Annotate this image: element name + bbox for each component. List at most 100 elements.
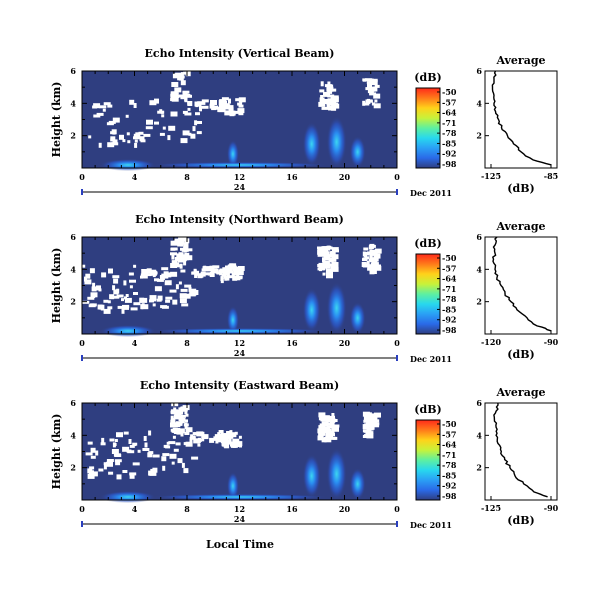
colorbar-tick-label: -98 — [442, 325, 457, 335]
y-tick-label: 6 — [70, 232, 76, 242]
colorbar-tick-label: -85 — [442, 304, 456, 314]
panel-title: Echo Intensity (Northward Beam) — [135, 213, 344, 226]
profile-y-tick-label: 4 — [476, 264, 482, 274]
y-axis-label: Height (km) — [50, 414, 63, 490]
profile-y-tick-label: 6 — [476, 66, 482, 76]
x-tick-label: 8 — [184, 172, 190, 182]
profile-x-label: (dB) — [507, 348, 534, 361]
x-tick-label: 4 — [132, 504, 138, 514]
profile-x-tick-label: -85 — [544, 171, 558, 181]
x-tick-label: 12 — [234, 172, 245, 182]
colorbar-tick-label: -98 — [442, 491, 457, 501]
profile-panel: Average 6 4 2 -125 -90 (dB) — [476, 386, 558, 527]
colorbar-tick-label: -92 — [442, 149, 456, 159]
profile-y-tick-label: 2 — [476, 463, 482, 473]
colorbar-tick-label: -64 — [442, 108, 457, 118]
x-tick-label: 16 — [286, 172, 298, 182]
colorbar-tick-label: -50 — [442, 253, 457, 263]
profile-y-tick-label: 6 — [476, 232, 482, 242]
x-tick-label: 0 — [79, 172, 85, 182]
colorbar — [415, 419, 441, 501]
profile-title: Average — [495, 220, 545, 233]
x-tick-label: 8 — [184, 504, 190, 514]
day-label: 24 — [234, 182, 246, 192]
profile-title: Average — [495, 54, 545, 67]
x-tick-label: 12 — [234, 338, 245, 348]
profile-y-tick-label: 6 — [476, 398, 482, 408]
y-tick-label: 2 — [70, 131, 76, 141]
profile-y-tick-label: 2 — [476, 131, 482, 141]
colorbar-tick-label: -64 — [442, 440, 457, 450]
profile-y-tick-label: 2 — [476, 297, 482, 307]
day-label: 24 — [234, 514, 246, 524]
colorbar-tick-label: -78 — [442, 294, 457, 304]
profile-line — [493, 402, 548, 498]
x-tick-label: 0 — [394, 338, 400, 348]
profile-frame — [484, 402, 558, 501]
echo-plume — [326, 116, 347, 168]
profile-x-tick-label: -90 — [544, 337, 559, 347]
x-tick-label: 20 — [339, 172, 351, 182]
y-tick-label: 2 — [70, 297, 76, 307]
colorbar-tick-label: -92 — [442, 315, 456, 325]
x-axis-label: Local Time — [206, 538, 274, 551]
panel-0: Echo Intensity (Vertical Beam) 6 4 2 Height … — [50, 47, 558, 198]
y-tick-label: 4 — [70, 264, 76, 274]
colorbar-tick-label: -92 — [442, 481, 456, 491]
profile-y-tick-label: 4 — [476, 98, 482, 108]
missing-data — [82, 237, 382, 314]
profile-line — [491, 70, 552, 166]
echo-plume — [302, 454, 321, 498]
x-tick-label: 8 — [184, 338, 190, 348]
y-tick-label: 4 — [70, 98, 76, 108]
profile-frame — [484, 70, 558, 169]
echo-plume — [349, 468, 366, 500]
x-tick-label: 4 — [132, 338, 138, 348]
colorbar — [415, 253, 441, 335]
panel-1: Echo Intensity (Northward Beam) 6 4 2 Height… — [50, 213, 559, 364]
date-label: Dec 2011 — [410, 354, 452, 364]
colorbar — [415, 87, 441, 169]
profile-y-tick-label: 4 — [476, 430, 482, 440]
x-tick-label: 0 — [394, 172, 400, 182]
y-tick-label: 6 — [70, 398, 76, 408]
date-label: Dec 2011 — [410, 188, 452, 198]
colorbar-tick-label: -85 — [442, 470, 456, 480]
echo-plume — [226, 140, 239, 168]
profile-x-label: (dB) — [507, 514, 534, 527]
profile-panel: Average 6 4 2 -125 -85 (dB) — [476, 54, 558, 195]
panel-title: Echo Intensity (Eastward Beam) — [140, 379, 339, 392]
colorbar-tick-label: -57 — [442, 429, 456, 439]
colorbar-tick-label: -71 — [442, 450, 456, 460]
profile-x-tick-label: -90 — [544, 503, 559, 513]
profile-x-tick-label: -120 — [481, 337, 501, 347]
echo-plume — [326, 282, 347, 334]
colorbar-tick-label: -78 — [442, 460, 457, 470]
x-tick-label: 0 — [79, 504, 85, 514]
echo-plume — [349, 136, 366, 168]
colorbar-tick-label: -50 — [442, 87, 457, 97]
x-tick-label: 0 — [394, 504, 400, 514]
profile-title: Average — [495, 386, 545, 399]
y-tick-label: 6 — [70, 66, 76, 76]
missing-data — [88, 71, 381, 148]
profile-line — [491, 236, 552, 332]
colorbar-tick-label: -78 — [442, 128, 457, 138]
x-tick-label: 20 — [339, 338, 351, 348]
x-tick-label: 16 — [286, 338, 298, 348]
y-tick-label: 4 — [70, 430, 76, 440]
echo-plume — [302, 122, 321, 166]
panel-title: Echo Intensity (Vertical Beam) — [144, 47, 334, 60]
y-tick-label: 2 — [70, 463, 76, 473]
colorbar-tick-label: -64 — [442, 274, 457, 284]
echo-plume — [302, 288, 321, 332]
colorbar-tick-label: -57 — [442, 263, 456, 273]
colorbar-tick-label: -71 — [442, 118, 456, 128]
date-label: Dec 2011 — [410, 520, 452, 530]
profile-x-tick-label: -125 — [481, 503, 501, 513]
colorbar-title: (dB) — [414, 237, 441, 250]
y-axis-label: Height (km) — [50, 248, 63, 324]
profile-frame — [484, 236, 558, 335]
colorbar-title: (dB) — [414, 403, 441, 416]
